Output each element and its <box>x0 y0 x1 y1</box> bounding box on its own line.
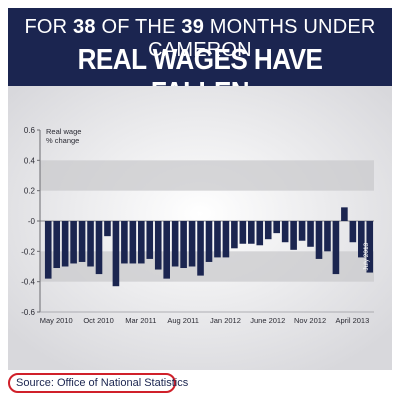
x-tick-label: Mar 2011 <box>125 316 156 325</box>
bar <box>163 221 170 279</box>
bar <box>222 221 230 258</box>
bar <box>332 221 340 275</box>
bar <box>205 221 213 262</box>
bar <box>104 221 111 237</box>
y-axis-title: % change <box>46 136 79 145</box>
x-tick-label: Nov 2012 <box>294 316 326 325</box>
bar <box>112 221 120 287</box>
bar <box>273 221 280 234</box>
bar <box>315 221 323 259</box>
x-tick-label: Oct 2010 <box>83 316 113 325</box>
bar <box>290 221 297 250</box>
x-tick-label: Jan 2012 <box>210 316 241 325</box>
bar <box>44 221 52 279</box>
y-tick-label: 0.6 <box>24 126 36 135</box>
headline-banner: FOR 38 OF THE 39 MONTHS UNDER CAMERON RE… <box>8 8 392 109</box>
bar <box>154 221 162 270</box>
bar <box>171 221 179 267</box>
bar <box>138 221 145 264</box>
highlight-39: 39 <box>181 16 205 38</box>
bar <box>180 221 187 269</box>
bar <box>146 221 154 259</box>
bar <box>87 221 94 267</box>
bar <box>214 221 221 258</box>
bar <box>248 221 255 244</box>
source-note: Source: Office of National Statistics <box>8 373 188 393</box>
y-tick-label: -0.2 <box>21 247 35 256</box>
bar <box>358 221 365 258</box>
y-tick-label: -0 <box>28 217 36 226</box>
bar <box>129 221 137 264</box>
y-axis-title: Real wage <box>46 127 81 136</box>
bar <box>197 221 204 276</box>
y-tick-label: 0.4 <box>24 156 36 165</box>
bar <box>341 207 348 221</box>
bar <box>121 221 128 264</box>
bar <box>53 221 60 269</box>
x-tick-label: Aug 2011 <box>167 316 199 325</box>
bar <box>366 221 374 273</box>
bar <box>188 221 196 267</box>
y-tick-label: 0.2 <box>24 187 36 196</box>
bar <box>95 221 103 275</box>
bar <box>349 221 357 243</box>
headline-line-1: FOR 38 OF THE 39 MONTHS UNDER CAMERON <box>24 16 376 61</box>
bar <box>231 221 238 249</box>
x-tick-label: April 2013 <box>335 316 369 325</box>
y-tick-label: -0.4 <box>21 278 35 287</box>
bar <box>307 221 314 247</box>
bar <box>281 221 289 243</box>
annotation-july-2013: July 2013 <box>363 242 370 270</box>
real-wage-bar-chart: -0.6 -0.4 -0.2 -0 0.2 0.4 0.6 Real wage% change… <box>8 86 392 370</box>
bar <box>256 221 264 246</box>
bar <box>61 221 69 267</box>
bar <box>264 221 272 240</box>
bar <box>324 221 331 252</box>
bar <box>239 221 247 244</box>
bar <box>78 221 86 262</box>
chart-band-0 <box>40 160 374 191</box>
bar <box>70 221 77 264</box>
x-tick-label: June 2012 <box>250 316 285 325</box>
bar <box>298 221 306 241</box>
highlight-38: 38 <box>73 16 96 38</box>
x-tick-label: May 2010 <box>40 316 73 325</box>
y-tick-label: -0.6 <box>21 308 35 317</box>
